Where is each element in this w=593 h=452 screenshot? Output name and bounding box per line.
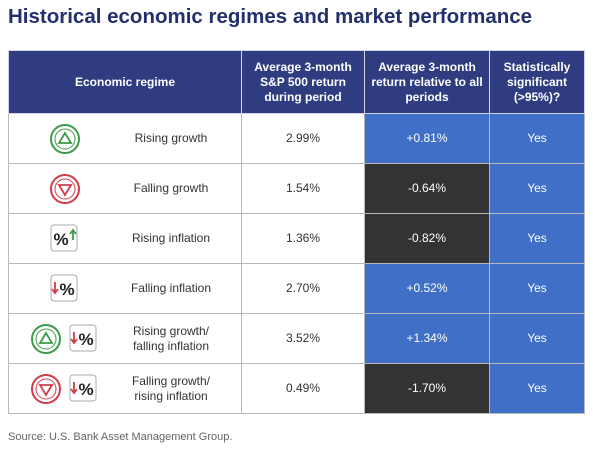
relative-cell: -0.82% (364, 213, 490, 264)
regime-icon (50, 273, 78, 302)
table-row: Rising growth 2.99% +0.81% Yes (8, 113, 585, 164)
return-cell: 3.52% (241, 313, 365, 364)
significance-cell: Yes (489, 163, 585, 214)
regime-icon (50, 223, 78, 252)
header-cell: Economic regime (8, 50, 242, 114)
regime-cell: Falling growth/ rising inflation (8, 363, 242, 414)
regime-cell: Rising inflation (8, 213, 242, 264)
table-row: Rising inflation 1.36% -0.82% Yes (8, 213, 585, 264)
regime-table: Economic regime Average 3-month S&P 500 … (8, 50, 585, 414)
table-row: Falling growth/ rising inflation 0.49% -1.… (8, 363, 585, 414)
regime-label: Rising growth (134, 131, 208, 145)
regime-icons (10, 373, 120, 404)
title: Historical economic regimes and market p… (8, 5, 533, 28)
regime-icon (31, 323, 61, 354)
regime-cell: Rising growth/ falling inflation (8, 313, 242, 364)
regime-icons (10, 173, 120, 204)
relative-cell: +0.81% (364, 113, 490, 164)
header-cell: Statistically significant (>95%)? (489, 50, 585, 114)
significance-cell: Yes (489, 313, 585, 364)
relative-cell: +0.52% (364, 263, 490, 314)
regime-cell: Falling inflation (8, 263, 242, 314)
regime-icon (69, 323, 97, 352)
return-cell: 1.54% (241, 163, 365, 214)
regime-wrap: Falling growth/ rising inflation (10, 373, 240, 404)
return-cell: 2.99% (241, 113, 365, 164)
regime-wrap: Falling growth (10, 173, 240, 204)
regime-icon (50, 123, 80, 154)
regime-label: Falling growth/ rising inflation (131, 373, 211, 403)
significance-cell: Yes (489, 213, 585, 264)
return-cell: 1.36% (241, 213, 365, 264)
header-cell: Average 3-month S&P 500 return during pe… (241, 50, 365, 114)
relative-cell: -1.70% (364, 363, 490, 414)
regime-wrap: Rising inflation (10, 223, 240, 254)
regime-icons (10, 273, 120, 304)
regime-icons (10, 123, 120, 154)
regime-icon (50, 173, 80, 204)
table-body: Rising growth 2.99% +0.81% Yes Falling growt… (8, 113, 585, 414)
regime-icon (69, 373, 97, 402)
regime-wrap: Rising growth (10, 123, 240, 154)
regime-cell: Rising growth (8, 113, 242, 164)
regime-label: Falling inflation (130, 281, 212, 295)
regime-wrap: Falling inflation (10, 273, 240, 304)
regime-icons (10, 223, 120, 254)
regime-cell: Falling growth (8, 163, 242, 214)
regime-label: Falling growth (133, 181, 209, 195)
regime-icon (31, 373, 61, 404)
relative-cell: +1.34% (364, 313, 490, 364)
source-note: Source: U.S. Bank Asset Management Group… (8, 431, 233, 443)
regime-label: Rising growth/ falling inflation (132, 323, 210, 353)
relative-cell: -0.64% (364, 163, 490, 214)
significance-cell: Yes (489, 113, 585, 164)
table-row: Rising growth/ falling inflation 3.52% +1.… (8, 313, 585, 364)
regime-icons (10, 323, 120, 354)
table-row: Falling inflation 2.70% +0.52% Yes (8, 263, 585, 314)
regime-label: Rising inflation (131, 231, 211, 245)
regime-wrap: Rising growth/ falling inflation (10, 323, 240, 354)
table-row: Falling growth 1.54% -0.64% Yes (8, 163, 585, 214)
significance-cell: Yes (489, 363, 585, 414)
return-cell: 2.70% (241, 263, 365, 314)
significance-cell: Yes (489, 263, 585, 314)
header-row: Economic regime Average 3-month S&P 500 … (8, 50, 585, 114)
return-cell: 0.49% (241, 363, 365, 414)
header-cell: Average 3-month return relative to all p… (364, 50, 490, 114)
